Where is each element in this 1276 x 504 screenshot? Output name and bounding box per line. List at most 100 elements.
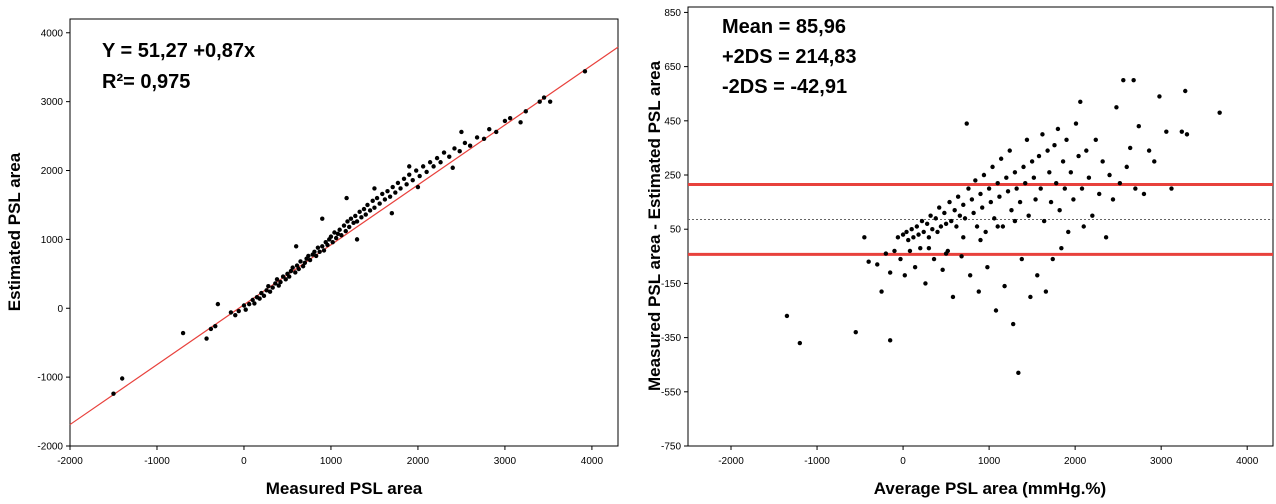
- left-data-point: [344, 195, 349, 201]
- right-data-point: [1023, 180, 1028, 186]
- left-data-point: [328, 234, 334, 239]
- right-data-point: [1041, 218, 1047, 224]
- left-data-point: [315, 245, 321, 250]
- right-data-point: [875, 262, 880, 267]
- right-data-point: [983, 229, 988, 235]
- right-data-point: [930, 227, 935, 232]
- right-data-point: [912, 264, 918, 270]
- right-data-point: [961, 202, 966, 208]
- right-data-point: [1066, 229, 1071, 235]
- left-data-point: [264, 288, 269, 293]
- left-data-point: [293, 244, 299, 249]
- right-data-point: [1071, 197, 1076, 202]
- left-data-point: [333, 235, 339, 241]
- right-x-tick-label: -1000: [804, 456, 830, 467]
- left-data-point: [447, 154, 452, 159]
- right-y-tick-label: 250: [664, 171, 681, 182]
- left-data-point: [361, 206, 367, 212]
- left-data-point: [353, 213, 358, 219]
- left-data-point: [387, 194, 393, 199]
- right-data-point: [1033, 197, 1038, 202]
- left-data-point: [228, 310, 234, 315]
- right-data-point: [1062, 186, 1068, 191]
- right-data-point: [943, 251, 949, 256]
- right-y-tick-label: 650: [664, 62, 681, 73]
- right-data-point: [1050, 256, 1055, 262]
- upper-limit-annotation: +2DS = 214,83: [722, 46, 857, 68]
- left-data-point: [541, 95, 547, 100]
- right-data-point: [942, 210, 947, 216]
- right-data-point: [879, 289, 884, 294]
- right-data-point: [1081, 224, 1086, 229]
- left-data-point: [204, 336, 209, 341]
- right-data-point: [969, 197, 975, 202]
- left-data-point: [401, 176, 407, 181]
- right-data-point: [1012, 218, 1018, 224]
- left-data-point: [335, 231, 341, 237]
- right-data-point: [892, 248, 897, 254]
- right-data-point: [909, 227, 914, 232]
- left-data-point: [119, 376, 125, 381]
- left-data-point: [288, 268, 294, 274]
- lower-limit-annotation: -2DS = -42,91: [722, 76, 847, 98]
- left-y-tick-label: 1000: [41, 235, 64, 246]
- left-data-point: [317, 249, 322, 254]
- left-data-point: [377, 201, 382, 206]
- right-data-point: [797, 340, 803, 346]
- right-data-point: [1169, 186, 1174, 191]
- left-data-point: [410, 177, 415, 183]
- left-data-point: [390, 184, 395, 190]
- right-data-point: [928, 213, 933, 218]
- right-data-point: [1114, 105, 1119, 110]
- right-data-point: [914, 224, 920, 229]
- right-data-point: [1024, 137, 1030, 142]
- left-data-point: [330, 239, 335, 245]
- left-data-point: [395, 180, 401, 186]
- right-data-point: [1136, 124, 1141, 129]
- right-data-point: [978, 191, 983, 197]
- right-data-point: [1048, 199, 1054, 205]
- left-x-tick-label: -1000: [144, 456, 170, 467]
- left-data-point: [457, 149, 462, 154]
- left-data-point: [274, 277, 280, 282]
- left-data-point: [252, 301, 257, 306]
- left-data-point: [276, 283, 281, 288]
- right-data-point: [1107, 172, 1112, 178]
- right-y-tick-label: 450: [664, 116, 681, 127]
- right-data-point: [887, 270, 893, 275]
- right-data-point: [981, 172, 987, 178]
- right-data-point: [949, 218, 954, 224]
- left-data-point: [243, 307, 248, 312]
- left-data-point: [481, 136, 487, 142]
- left-data-point: [313, 253, 319, 259]
- left-data-point: [502, 118, 508, 124]
- right-data-point: [964, 121, 969, 126]
- right-data-point: [1045, 148, 1050, 153]
- right-data-point: [784, 313, 790, 319]
- left-data-point: [312, 249, 317, 254]
- right-x-tick-label: 2000: [1064, 456, 1087, 467]
- right-y-tick-label: -550: [661, 387, 681, 398]
- right-data-point: [967, 273, 973, 278]
- left-y-ticks: -2000 -1000 0 1000 2000 3000 4000: [37, 28, 70, 453]
- right-data-point: [997, 194, 1002, 199]
- left-points: [111, 69, 588, 396]
- right-x-axis-label: Average PSL area (mmHg.%): [874, 479, 1106, 498]
- left-data-point: [278, 279, 283, 285]
- left-data-point: [413, 168, 419, 173]
- left-data-point: [547, 99, 553, 104]
- left-data-point: [452, 146, 457, 151]
- left-y-tick-label: 4000: [41, 28, 64, 39]
- left-data-point: [111, 391, 116, 396]
- right-data-point: [1012, 170, 1018, 175]
- right-data-point: [935, 229, 940, 235]
- left-data-point: [385, 188, 390, 194]
- right-data-point: [919, 218, 925, 224]
- right-data-point: [1146, 148, 1152, 153]
- right-data-point: [862, 235, 867, 240]
- right-data-point: [900, 232, 906, 237]
- right-y-tick-label: -150: [661, 279, 681, 290]
- right-data-point: [1131, 77, 1136, 83]
- right-data-point: [1004, 175, 1009, 180]
- left-data-point: [283, 277, 288, 282]
